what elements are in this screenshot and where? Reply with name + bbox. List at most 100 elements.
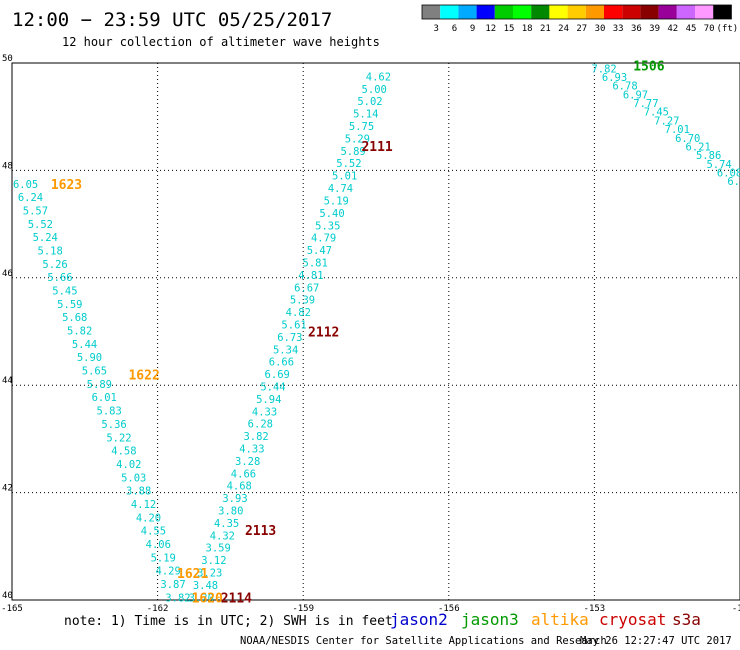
y-tick-label: 40 <box>2 591 13 601</box>
pass-time-label: 1623 <box>51 178 82 193</box>
wave-height-value: 4.32 <box>210 530 235 542</box>
pass-time-label: 2111 <box>361 140 392 155</box>
colorbar-label: 36 <box>631 24 642 34</box>
x-tick-label: -162 <box>147 604 169 614</box>
wave-height-value: 5.40 <box>319 208 344 220</box>
colorbar-swatch <box>622 5 641 19</box>
pass-time-label: 2112 <box>308 326 339 341</box>
pass-time-label: 2114 <box>221 591 252 606</box>
wave-height-value: 3.93 <box>222 493 247 505</box>
wave-height-value: 6.01 <box>92 392 117 404</box>
chart-subtitle: 12 hour collection of altimeter wave hei… <box>62 35 380 49</box>
wave-height-value: 5.65 <box>82 366 107 378</box>
pass-time-label: 1506 <box>633 60 664 75</box>
colorbar-label: 12 <box>485 24 496 34</box>
colorbar-swatch <box>549 5 568 19</box>
wave-height-value: 7.01 <box>665 124 690 136</box>
wave-height-value: 5.44 <box>72 339 97 351</box>
colorbar-label: 42 <box>667 24 678 34</box>
satellite-legend-cryosat: cryosat <box>599 610 666 629</box>
wave-height-value: 5.01 <box>332 171 357 183</box>
wave-height-value: 5.59 <box>57 299 82 311</box>
colorbar-swatch <box>695 5 714 19</box>
colorbar-label: 70 <box>704 24 715 34</box>
colorbar-label: 33 <box>613 24 624 34</box>
colorbar-label: 3 <box>433 24 438 34</box>
x-tick-label: -153 <box>584 604 606 614</box>
y-tick-label: 50 <box>2 54 13 64</box>
wave-height-value: 5.82 <box>67 326 92 338</box>
y-tick-label: 42 <box>2 484 13 494</box>
gridlines <box>12 63 740 600</box>
wave-height-value: 5.14 <box>353 109 378 121</box>
wave-height-value: 4.33 <box>239 443 264 455</box>
wave-height-value: 6.97 <box>623 89 648 101</box>
wave-height-value: 4.29 <box>156 566 181 578</box>
wave-height-value: 5.29 <box>345 133 370 145</box>
colorbar-label: 15 <box>504 24 515 34</box>
wave-height-value: 5.39 <box>290 295 315 307</box>
wave-height-value: 5.00 <box>362 84 387 96</box>
colorbar-swatch <box>422 5 441 19</box>
timestamp-text: May 26 12:27:47 UTC 2017 <box>580 635 732 647</box>
wave-height-value: 6.28 <box>248 419 273 431</box>
colorbar-frame <box>421 4 732 20</box>
wave-height-value: 3.28 <box>235 456 260 468</box>
wave-height-value: 6.05 <box>13 179 38 191</box>
colorbar-swatch <box>640 5 659 19</box>
wave-height-value: 5.81 <box>303 257 328 269</box>
wave-height-value: 5.86 <box>696 150 721 162</box>
wave-height-value: 7.45 <box>644 107 669 119</box>
wave-height-value: 6.39 <box>727 176 740 188</box>
wave-height-value: 4.74 <box>328 183 353 195</box>
note-text: note: 1) Time is in UTC; 2) SWH is in fe… <box>64 614 393 629</box>
satellite-legend-s3a: s3a <box>672 610 701 629</box>
wave-height-value: 4.55 <box>141 526 166 538</box>
wave-height-value: 6.69 <box>265 369 290 381</box>
wave-height-value: 6.78 <box>612 81 637 93</box>
wave-height-value: 5.75 <box>349 121 374 133</box>
wave-height-value: 6.66 <box>269 357 294 369</box>
wave-height-value: 5.57 <box>23 206 48 218</box>
wave-height-value: 5.47 <box>307 245 332 257</box>
x-tick-label: -165 <box>1 604 23 614</box>
wave-height-value: 6.93 <box>602 72 627 84</box>
x-tick-labels: -165 -162 -159 -156 -153 -15 <box>1 604 740 614</box>
y-tick-label: 44 <box>2 376 13 386</box>
plot-frame <box>11 62 740 601</box>
pass-time-label: 1621 <box>177 567 208 582</box>
colorbar-swatch <box>676 5 695 19</box>
colorbar-swatch <box>567 5 586 19</box>
credit-text: NOAA/NESDIS Center for Satellite Applica… <box>240 635 607 647</box>
wave-height-value: 5.45 <box>52 286 77 298</box>
wave-height-value: 4.68 <box>227 481 252 493</box>
wave-height-value: 3.12 <box>201 555 226 567</box>
colorbar-label: 6 <box>452 24 457 34</box>
colorbar-swatch <box>494 5 513 19</box>
colorbar-swatch <box>476 5 495 19</box>
wave-height-value: 5.19 <box>151 552 176 564</box>
wave-height-value: 6.21 <box>686 141 711 153</box>
wave-height-value: 5.90 <box>77 352 102 364</box>
pass-time-label: 1622 <box>128 368 159 383</box>
colorbar: 3 6 9 12 15 18 21 24 27 30 33 36 39 42 45 70 (ft) <box>421 4 738 34</box>
wave-height-value: 5.94 <box>256 394 281 406</box>
wave-height-value: 4.79 <box>311 233 336 245</box>
wave-height-values: 6.056.245.575.525.245.185.265.665.455.59… <box>13 63 740 604</box>
wave-height-value: 5.52 <box>28 219 53 231</box>
pass-time-label: 2113 <box>245 524 276 539</box>
wave-height-value: 4.12 <box>131 499 156 511</box>
wave-height-value: 5.89 <box>87 379 112 391</box>
wave-height-value: 5.03 <box>121 472 146 484</box>
y-tick-labels: 40 42 44 46 48 50 <box>2 54 13 601</box>
wave-height-value: 5.36 <box>101 419 126 431</box>
wave-height-value: 3.87 <box>160 579 185 591</box>
wave-height-value: 5.66 <box>47 272 72 284</box>
colorbar-swatch <box>585 5 604 19</box>
satellite-legend-jason3: jason3 <box>461 610 519 629</box>
x-tick-label: -159 <box>292 604 314 614</box>
x-tick-label: -15 <box>732 604 740 614</box>
y-tick-label: 46 <box>2 269 13 279</box>
wave-height-value: 4.35 <box>214 518 239 530</box>
chart-title: 12:00 − 23:59 UTC 05/25/2017 <box>12 9 332 31</box>
